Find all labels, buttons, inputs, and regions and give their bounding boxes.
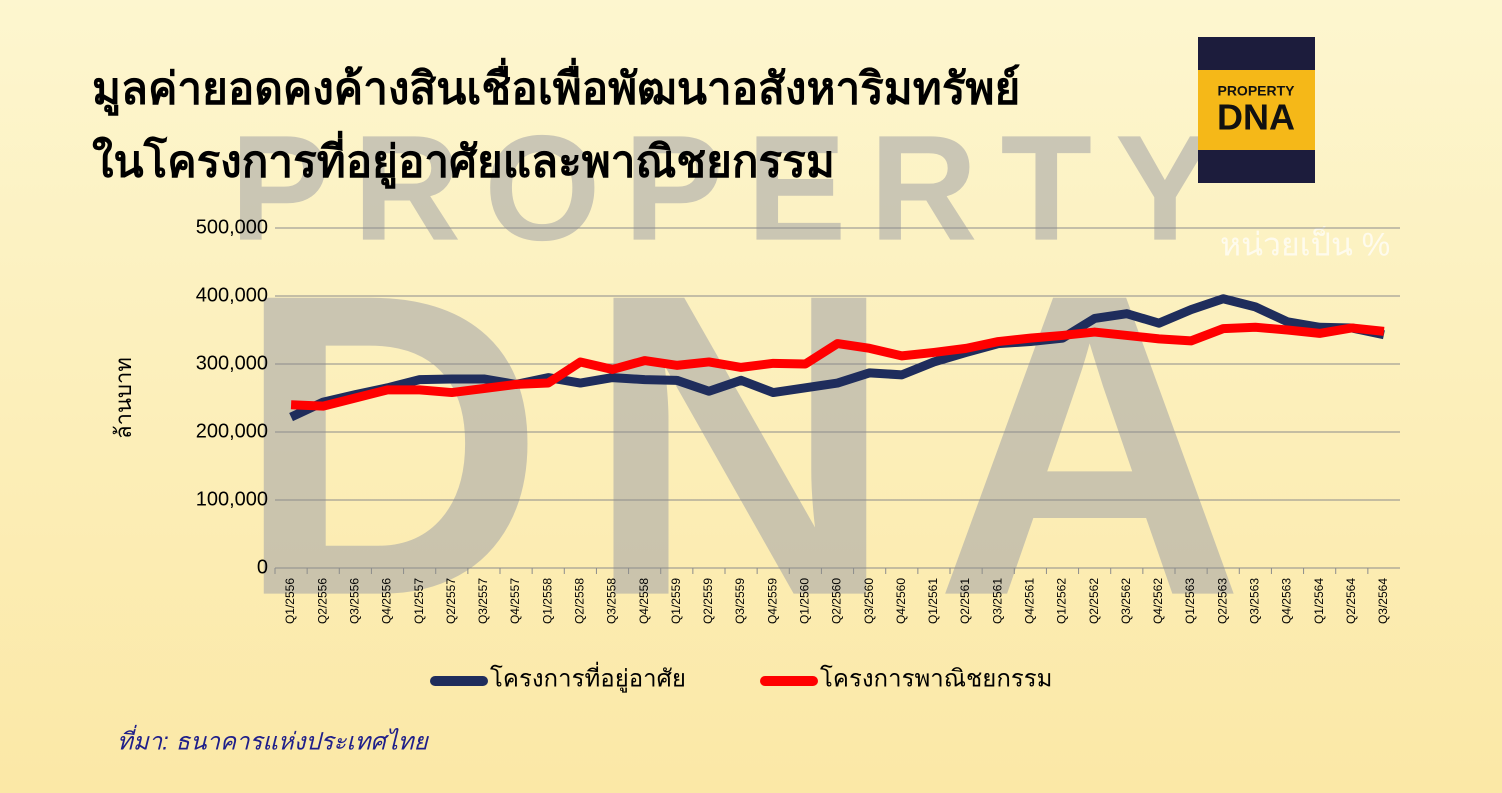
x-tick-label: Q2/2556	[315, 578, 329, 624]
x-tick-label: Q1/2560	[798, 578, 812, 624]
x-tick-label: Q2/2558	[573, 578, 587, 624]
x-tick-label: Q2/2557	[444, 578, 458, 624]
x-tick-label: Q4/2562	[1151, 578, 1165, 624]
x-tick-label: Q3/2563	[1248, 578, 1262, 624]
x-tick-label: Q4/2561	[1023, 578, 1037, 624]
y-tick-label: 500,000	[196, 216, 268, 238]
x-tick-label: Q4/2558	[637, 578, 651, 624]
x-tick-label: Q3/2564	[1376, 578, 1390, 624]
x-tick-label: Q1/2556	[283, 578, 297, 624]
x-tick-label: Q1/2564	[1312, 578, 1326, 624]
x-tick-label: Q1/2559	[669, 578, 683, 624]
y-tick-label: 0	[257, 556, 268, 578]
x-tick-label: Q1/2557	[412, 578, 426, 624]
x-tick-label: Q3/2557	[476, 578, 490, 624]
x-tick-label: Q1/2558	[540, 578, 554, 624]
x-tick-label: Q2/2562	[1087, 578, 1101, 624]
x-tick-label: Q4/2557	[508, 578, 522, 624]
x-tick-label: Q4/2556	[380, 578, 394, 624]
x-tick-label: Q1/2561	[926, 578, 940, 624]
x-tick-label: Q4/2563	[1280, 578, 1294, 624]
series-line	[290, 322, 1385, 411]
y-tick-label: 200,000	[196, 420, 268, 442]
x-tick-label: Q1/2563	[1183, 578, 1197, 624]
y-tick-label: 100,000	[196, 488, 268, 510]
x-tick-label: Q2/2564	[1344, 578, 1358, 624]
y-tick-label: 300,000	[196, 352, 268, 374]
x-tick-label: Q2/2560	[830, 578, 844, 624]
y-tick-label: 400,000	[196, 284, 268, 306]
x-tick-label: Q1/2562	[1055, 578, 1069, 624]
watermark: DNA	[235, 206, 1245, 686]
logo-text: DNA	[1217, 97, 1295, 138]
series-line	[289, 294, 1385, 422]
x-tick-label: Q4/2560	[894, 578, 908, 624]
x-tick-label: Q4/2559	[765, 578, 779, 624]
x-tick-label: Q2/2563	[1215, 578, 1229, 624]
x-tick-label: Q3/2562	[1119, 578, 1133, 624]
logo	[1198, 70, 1315, 150]
x-tick-label: Q3/2558	[605, 578, 619, 624]
chart-title: มูลค่ายอดคงค้างสินเชื่อเพื่อพัฒนาอสังหาร…	[92, 58, 1020, 116]
logo-text: PROPERTY	[1217, 83, 1295, 99]
y-axis-label: ล้านบาท	[111, 357, 136, 439]
source: ที่มา: ธนาคารแห่งประเทศไทย	[117, 724, 430, 755]
watermark: PROPERTY	[230, 104, 1215, 272]
chart-title: ในโครงการที่อยู่อาศัยและพาณิชยกรรม	[92, 131, 835, 189]
legend-label: โครงการที่อยู่อาศัย	[490, 661, 686, 693]
x-tick-label: Q3/2561	[990, 578, 1004, 624]
annotation: หน่วยเป็น %	[1220, 225, 1390, 262]
x-tick-label: Q3/2556	[348, 578, 362, 624]
x-tick-label: Q2/2559	[701, 578, 715, 624]
x-tick-label: Q3/2560	[862, 578, 876, 624]
legend-label: โครงการพาณิชยกรรม	[820, 664, 1053, 692]
x-tick-label: Q3/2559	[733, 578, 747, 624]
x-tick-label: Q2/2561	[958, 578, 972, 624]
